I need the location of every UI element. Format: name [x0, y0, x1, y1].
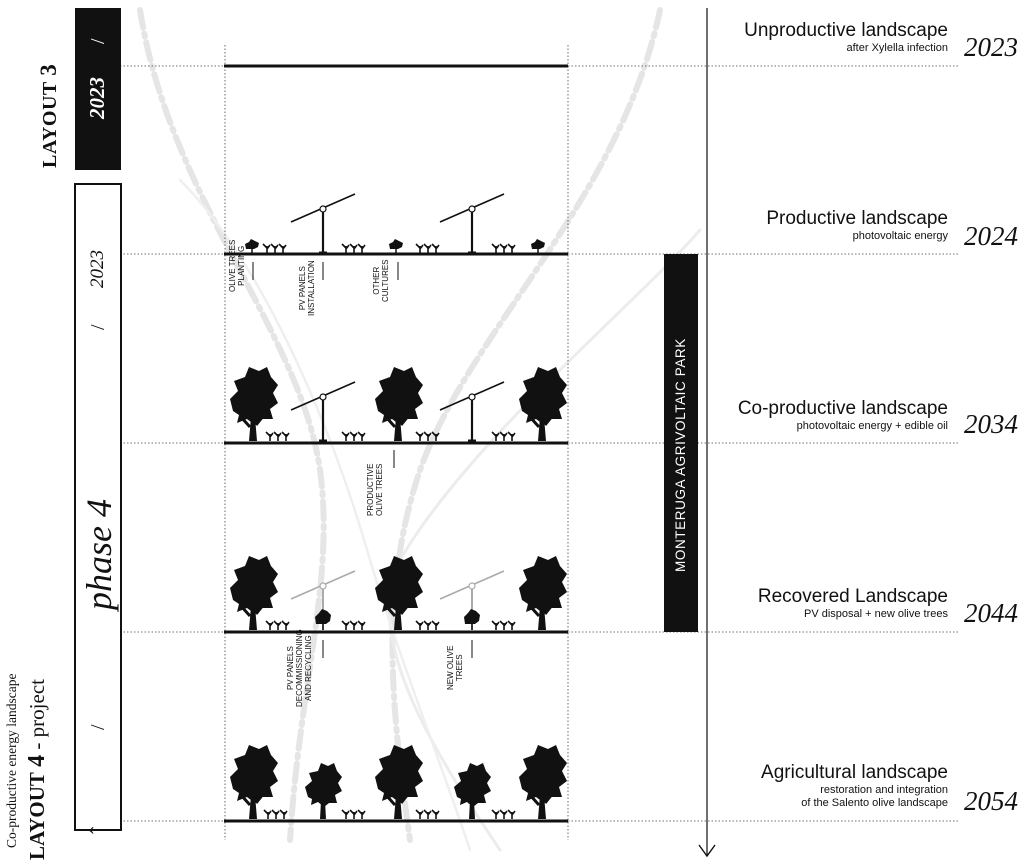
phase-label: phase 4	[79, 499, 119, 610]
layout3-label-word: LAYOUT	[39, 81, 61, 168]
layout4-phase: phase 4	[79, 499, 119, 610]
layout4-slash-top-text: /	[87, 324, 109, 330]
layout3-label: LAYOUT 3	[36, 63, 62, 168]
stage-title: Unproductive landscape	[744, 20, 948, 41]
layout4-slash-top: /	[86, 324, 110, 330]
annotation-line: PV PANELS	[286, 646, 295, 691]
row-2044	[228, 554, 569, 632]
stage-subtitle: after Xylella infection	[846, 42, 949, 54]
layout4-year: 2023	[86, 250, 110, 288]
stage-year: 2023	[964, 32, 1018, 62]
stage-title: Co-productive landscape	[737, 398, 948, 419]
stage-subtitle: PV disposal + new olive trees	[804, 608, 948, 620]
annotation-line: DECOMMISSIONING	[295, 629, 304, 707]
stage-subtitle: photovoltaic energy + edible oil	[796, 420, 948, 432]
layout4-frame	[74, 183, 122, 831]
layout4-slash-bottom: /	[86, 724, 110, 730]
layout4-label: LAYOUT 4 - project	[24, 679, 50, 860]
stage-year: 2034	[964, 409, 1018, 439]
annotation-new-olive: NEW OLIVE TREES	[446, 646, 464, 690]
annotation-line: NEW OLIVE	[446, 645, 455, 690]
annotation-line: AND RECYCLING	[304, 635, 313, 702]
stage-subtitle: restoration and integration	[820, 784, 948, 796]
annotation-line: CULTURES	[381, 259, 390, 302]
annotation-line: INSTALLATION	[307, 260, 316, 316]
layout3-slash: /	[86, 38, 110, 44]
stage-title: Productive landscape	[766, 208, 948, 229]
layout4-year-text: 2023	[87, 250, 108, 288]
annotation-line: PLANTING	[237, 245, 246, 286]
layout3-year: 2023	[85, 77, 109, 119]
annotation-line: TREES	[455, 654, 464, 682]
layout4-label-number: 4	[24, 754, 50, 767]
annotation-line: OLIVE TREES	[375, 463, 384, 516]
stage-title: Agricultural landscape	[761, 762, 948, 783]
ground-lines	[224, 64, 568, 823]
park-label: MONTERUGA AGRIVOLTAIC PARK	[671, 338, 691, 572]
stage-title: Recovered Landscape	[757, 586, 948, 607]
row-2024	[244, 192, 546, 255]
layout4-subtitle-text: Co-productive energy landscape	[4, 673, 19, 848]
annotation-line: PV PANELS	[298, 266, 307, 311]
layout4-label-suffix: - project	[25, 679, 49, 755]
layout4-slash-bottom-text: /	[87, 724, 109, 730]
annotation-productive-olive: PRODUCTIVE OLIVE TREES	[366, 464, 384, 516]
park-label-text: MONTERUGA AGRIVOLTAIC PARK	[673, 338, 688, 572]
annotation-leaders	[252, 262, 473, 658]
annotation-other-cultures: OTHER CULTURES	[372, 259, 390, 302]
annotation-line: OTHER	[372, 266, 381, 295]
layout4-arrow: ←	[83, 812, 111, 842]
stage-year: 2044	[964, 598, 1018, 628]
annotation-pv-installation: PV PANELS INSTALLATION	[298, 260, 316, 316]
stage-year: 2024	[964, 221, 1018, 251]
annotation-pv-decommissioning: PV PANELS DECOMMISSIONING AND RECYCLING	[286, 629, 313, 707]
layout4-label-word: LAYOUT	[25, 772, 49, 860]
timeline-arrow	[698, 8, 716, 858]
stage-year: 2054	[964, 786, 1018, 816]
row-2054	[228, 743, 569, 821]
layout3-label-number: 3	[36, 63, 61, 76]
annotation-line: OLIVE TREES	[228, 239, 237, 292]
stage-subtitle: photovoltaic energy	[852, 230, 948, 242]
park-bar	[664, 254, 698, 632]
layout3-slash-text: /	[87, 38, 109, 44]
row-2034	[228, 365, 569, 443]
annotation-olive-planting: OLIVE TREES PLANTING	[228, 240, 246, 292]
down-arrow-icon: ←	[83, 811, 111, 842]
annotation-line: PRODUCTIVE	[366, 463, 375, 516]
layout4-subtitle: Co-productive energy landscape	[4, 674, 20, 848]
stage-subtitle: of the Salento olive landscape	[801, 797, 948, 809]
layout3-year-box	[75, 8, 121, 170]
layout3-year-text: 2023	[84, 77, 110, 119]
background-paths	[137, 7, 702, 852]
